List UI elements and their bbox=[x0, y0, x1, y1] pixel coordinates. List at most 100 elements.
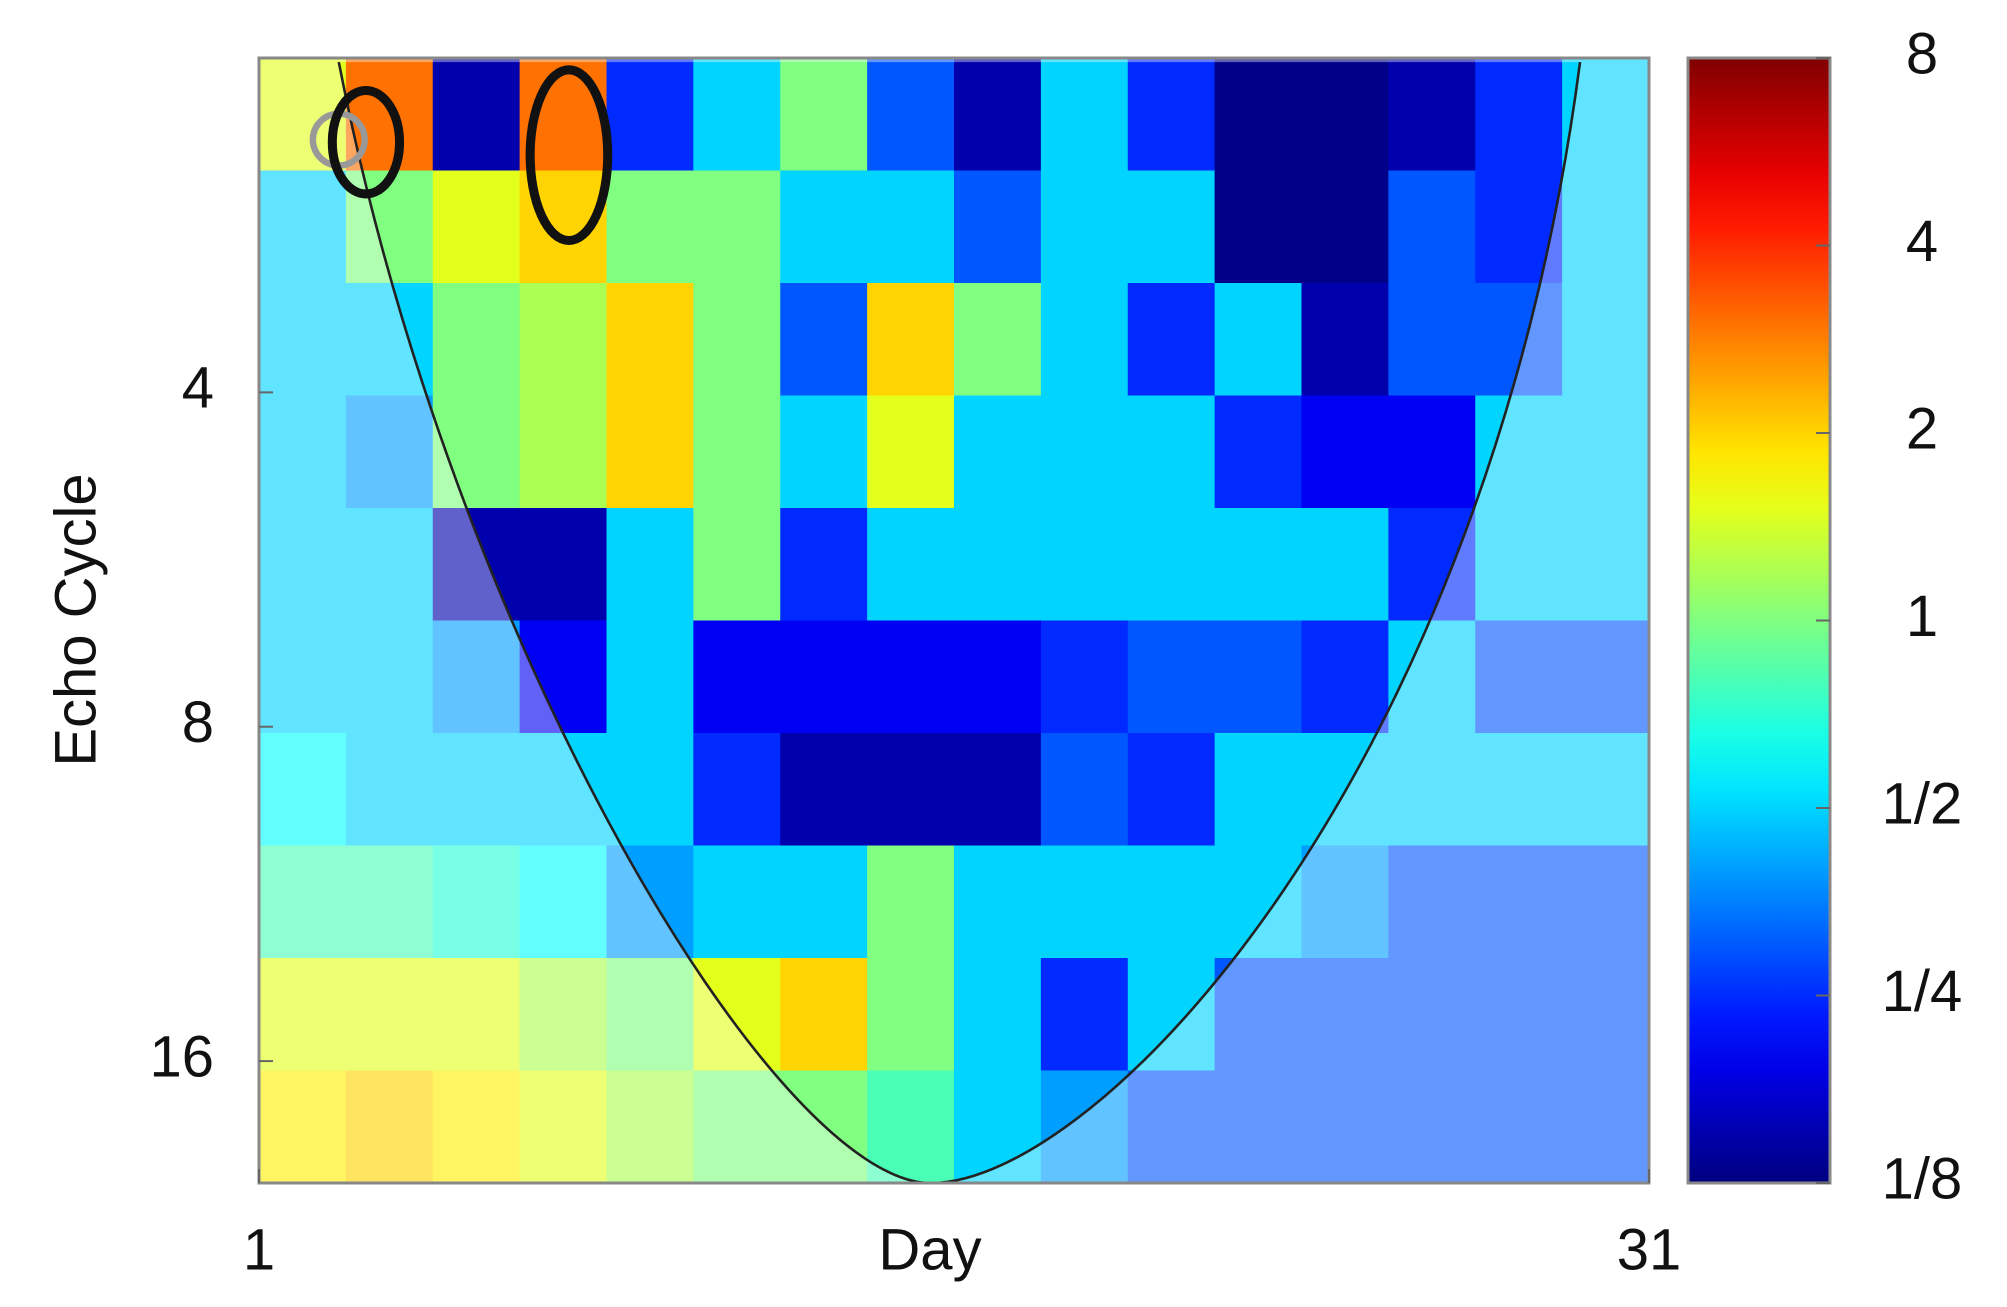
heatmap-cell bbox=[259, 845, 347, 959]
heatmap-cell bbox=[1040, 170, 1129, 284]
heatmap-cell bbox=[1301, 283, 1389, 397]
heatmap-cell bbox=[1040, 395, 1129, 509]
heatmap-cell bbox=[432, 733, 521, 847]
heatmap-cell bbox=[1562, 733, 1650, 847]
heatmap-cell bbox=[1214, 845, 1303, 959]
heatmap-cell bbox=[693, 395, 781, 509]
heatmap-cell bbox=[519, 958, 608, 1072]
heatmap-cell bbox=[780, 958, 868, 1072]
heatmap-cell bbox=[1388, 620, 1476, 734]
heatmap-cell bbox=[1214, 733, 1303, 847]
heatmap-cell bbox=[345, 733, 434, 847]
heatmap-cell bbox=[780, 58, 868, 172]
heatmap-cell bbox=[954, 283, 1042, 397]
heatmap-cell bbox=[1040, 958, 1129, 1072]
heatmap-cell bbox=[1301, 170, 1389, 284]
cone-shade bbox=[258, 58, 1649, 1184]
heatmap-cell bbox=[693, 620, 781, 734]
colorbar-tick-label: 4 bbox=[1906, 209, 1938, 274]
y-axis-label: Echo Cycle bbox=[43, 473, 108, 766]
heatmap-cell bbox=[780, 395, 868, 509]
heatmap-cell bbox=[606, 733, 694, 847]
heatmap-cell bbox=[1301, 508, 1389, 622]
heatmap-cell bbox=[693, 1070, 781, 1184]
heatmap-cell bbox=[1301, 1070, 1389, 1184]
heatmap-cell bbox=[345, 845, 434, 959]
heatmap-cell bbox=[1475, 283, 1563, 397]
heatmap-cell bbox=[606, 508, 694, 622]
heatmap-cell bbox=[780, 283, 868, 397]
heatmap-cell bbox=[693, 170, 781, 284]
heatmap-cell bbox=[1388, 58, 1476, 172]
heatmap-cell bbox=[1562, 1070, 1650, 1184]
heatmap-cell bbox=[432, 58, 521, 172]
heatmap-cell bbox=[259, 1070, 347, 1184]
colorbar-tick-label: 1/2 bbox=[1882, 771, 1963, 836]
heatmap-cell bbox=[693, 58, 781, 172]
heatmap-cell bbox=[1388, 1070, 1476, 1184]
heatmap-cell bbox=[1388, 170, 1476, 284]
heatmap-cell bbox=[432, 508, 521, 622]
colorbar-tick-label: 1 bbox=[1906, 584, 1938, 649]
heatmap-cell bbox=[1475, 845, 1563, 959]
heatmap-cell bbox=[1301, 395, 1389, 509]
heatmap-cell bbox=[954, 395, 1042, 509]
heatmap-cell bbox=[519, 620, 608, 734]
heatmap-cell bbox=[780, 508, 868, 622]
plot-frame bbox=[257, 56, 1651, 1185]
heatmap-cell bbox=[1040, 58, 1129, 172]
heatmap-cell bbox=[954, 845, 1042, 959]
highlight-ellipse bbox=[327, 85, 405, 199]
heatmap-cell bbox=[345, 1070, 434, 1184]
colorbar-tick-label: 1/4 bbox=[1882, 959, 1963, 1024]
heatmap-cell bbox=[432, 620, 521, 734]
y-tick-label: 8 bbox=[182, 690, 214, 755]
heatmap-cell bbox=[606, 845, 694, 959]
heatmap-cell bbox=[1127, 283, 1216, 397]
heatmap-cell bbox=[519, 508, 608, 622]
heatmap-cell bbox=[1214, 170, 1303, 284]
heatmap-cell bbox=[519, 283, 608, 397]
x-axis-label: Day bbox=[878, 1217, 981, 1282]
heatmap-cell bbox=[780, 733, 868, 847]
heatmap-cell bbox=[1214, 283, 1303, 397]
heatmap-cell bbox=[432, 1070, 521, 1184]
heatmap-cell bbox=[1127, 170, 1216, 284]
heatmap-cell bbox=[1214, 620, 1303, 734]
heatmap-cell bbox=[1475, 395, 1563, 509]
heatmap-cell bbox=[1127, 395, 1216, 509]
heatmap-cell bbox=[1388, 283, 1476, 397]
heatmap-cell bbox=[1562, 958, 1650, 1072]
colorbar-tick-label: 8 bbox=[1906, 21, 1938, 86]
heatmap-cell bbox=[867, 1070, 955, 1184]
heatmap-cell bbox=[867, 845, 955, 959]
heatmap-cell bbox=[1127, 620, 1216, 734]
colorbar-tick-label: 2 bbox=[1906, 396, 1938, 461]
heatmap-cell bbox=[345, 620, 434, 734]
heatmap-cell bbox=[432, 845, 521, 959]
heatmap-cell bbox=[954, 508, 1042, 622]
heatmap-cell bbox=[867, 395, 955, 509]
y-tick-label: 4 bbox=[182, 356, 214, 421]
heatmap-cell bbox=[345, 958, 434, 1072]
heatmap-cell bbox=[1127, 508, 1216, 622]
heatmap-cell bbox=[867, 733, 955, 847]
heatmap-cell bbox=[1475, 170, 1563, 284]
heatmap-cell bbox=[1040, 733, 1129, 847]
heatmap-cell bbox=[1562, 283, 1650, 397]
heatmap-cell bbox=[1040, 845, 1129, 959]
heatmap-cell bbox=[867, 58, 955, 172]
heatmap-cell bbox=[606, 1070, 694, 1184]
heatmap-cell bbox=[432, 283, 521, 397]
heatmap-cell bbox=[867, 283, 955, 397]
heatmap-cell bbox=[867, 508, 955, 622]
highlight-ellipse bbox=[525, 65, 613, 246]
heatmap-cell bbox=[606, 958, 694, 1072]
heatmap-cell bbox=[1388, 733, 1476, 847]
heatmap-cell bbox=[1475, 620, 1563, 734]
heatmap-cell bbox=[1388, 958, 1476, 1072]
heatmap-cell bbox=[1214, 58, 1303, 172]
heatmap-cell bbox=[1388, 845, 1476, 959]
heatmap-cell bbox=[693, 958, 781, 1072]
